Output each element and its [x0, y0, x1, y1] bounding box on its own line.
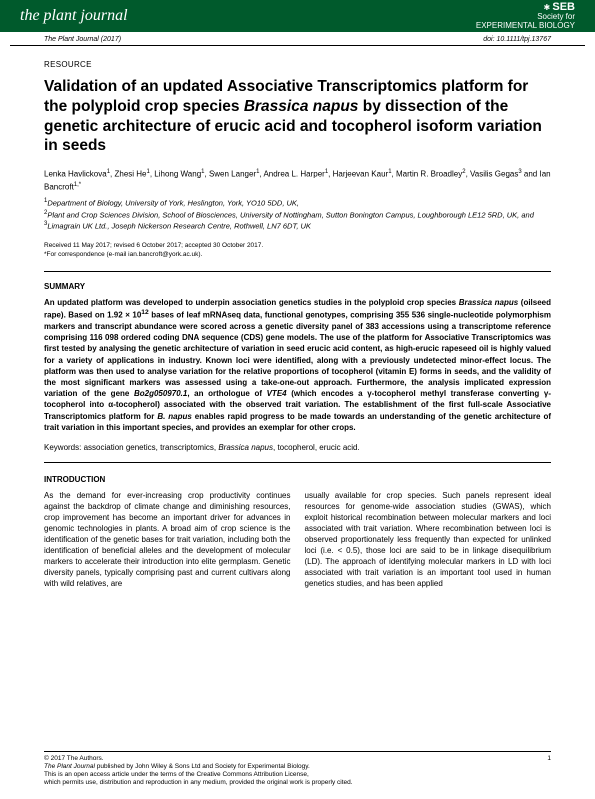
- correspondence-line: *For correspondence (e-mail ian.bancroft…: [44, 251, 551, 259]
- society-logo: ✱ SEB Society forEXPERIMENTAL BIOLOGY: [476, 1, 575, 31]
- footer-license-1: This is an open access article under the…: [44, 771, 309, 778]
- affiliations: 1Department of Biology, University of Yo…: [44, 197, 551, 232]
- journal-header: the plant journal ✱ SEB Society forEXPER…: [0, 0, 595, 32]
- keywords-species: Brassica napus: [218, 443, 273, 452]
- footer-text: © 2017 The Authors. The Plant Journal pu…: [44, 755, 531, 788]
- keywords: Keywords: association genetics, transcri…: [44, 443, 551, 452]
- copyright: © 2017 The Authors.: [44, 755, 104, 762]
- footer-license-2: which permits use, distribution and repr…: [44, 779, 353, 786]
- title-species: Brassica napus: [244, 98, 359, 115]
- summary-heading: SUMMARY: [44, 282, 551, 291]
- history-block: Received 11 May 2017; revised 6 October …: [44, 242, 551, 259]
- page-number: 1: [531, 755, 551, 788]
- article-title: Validation of an updated Associative Tra…: [44, 77, 551, 156]
- footer-publisher: published by John Wiley & Sons Ltd and S…: [95, 763, 310, 770]
- introduction-heading: INTRODUCTION: [44, 475, 551, 484]
- body-col-1: As the demand for ever-increasing crop p…: [44, 490, 291, 589]
- body-col-2: usually available for crop species. Such…: [305, 490, 552, 589]
- footer: © 2017 The Authors. The Plant Journal pu…: [44, 751, 551, 788]
- doi: doi: 10.1111/tpj.13767: [483, 36, 551, 43]
- footer-journal: The Plant Journal: [44, 763, 95, 770]
- received-line: Received 11 May 2017; revised 6 October …: [44, 242, 551, 250]
- keywords-label: Keywords:: [44, 443, 81, 452]
- keywords-text: association genetics, transcriptomics,: [81, 443, 218, 452]
- author-list: Lenka Havlickova1, Zhesi He1, Lihong Wan…: [44, 168, 551, 193]
- article-content: RESOURCE Validation of an updated Associ…: [0, 46, 595, 589]
- citation: The Plant Journal (2017): [44, 36, 121, 43]
- keywords-tail: , tocopherol, erucic acid.: [273, 443, 360, 452]
- meta-bar: The Plant Journal (2017) doi: 10.1111/tp…: [10, 32, 585, 46]
- society-full: Society forEXPERIMENTAL BIOLOGY: [476, 12, 575, 30]
- article-type: RESOURCE: [44, 60, 551, 69]
- summary-text: An updated platform was developed to und…: [44, 297, 551, 433]
- journal-logo: the plant journal: [20, 7, 128, 25]
- summary-block: SUMMARY An updated platform was develope…: [44, 271, 551, 463]
- body-columns: As the demand for ever-increasing crop p…: [44, 490, 551, 589]
